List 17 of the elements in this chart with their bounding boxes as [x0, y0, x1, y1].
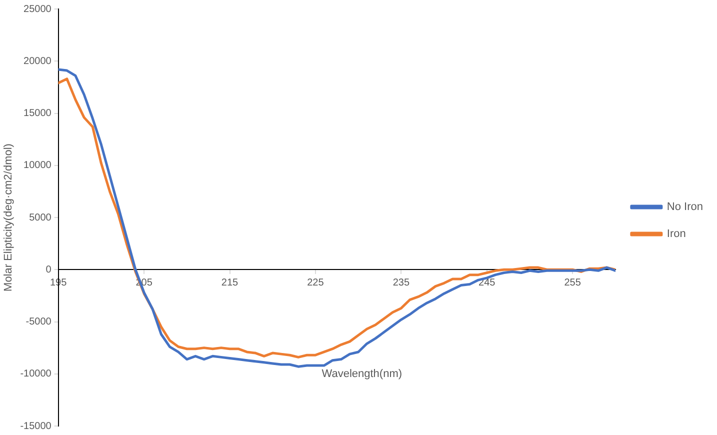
y-tick-label: 20000 — [24, 56, 52, 67]
y-tick-label: -10000 — [20, 368, 52, 380]
x-tick-label: 255 — [564, 277, 582, 288]
y-tick-label: 10000 — [24, 160, 52, 172]
y-tick-label: -5000 — [26, 316, 52, 328]
y-tick-label: 5000 — [29, 212, 52, 224]
legend-label: Iron — [666, 228, 686, 240]
y-tick-label: 25000 — [24, 4, 52, 15]
y-axis-title: Molar Elipticity(deg·cm2/dmol) — [2, 144, 15, 292]
legend-label: No Iron — [666, 201, 704, 214]
x-axis-title: Wavelength(nm) — [322, 368, 402, 380]
x-tick-label: 225 — [307, 277, 324, 288]
x-tick-label: 235 — [392, 277, 410, 288]
y-tick-label: 15000 — [24, 108, 52, 119]
y-tick-label: 0 — [46, 264, 52, 276]
x-tick-label: 215 — [221, 277, 239, 288]
y-tick-label: -15000 — [20, 420, 52, 432]
